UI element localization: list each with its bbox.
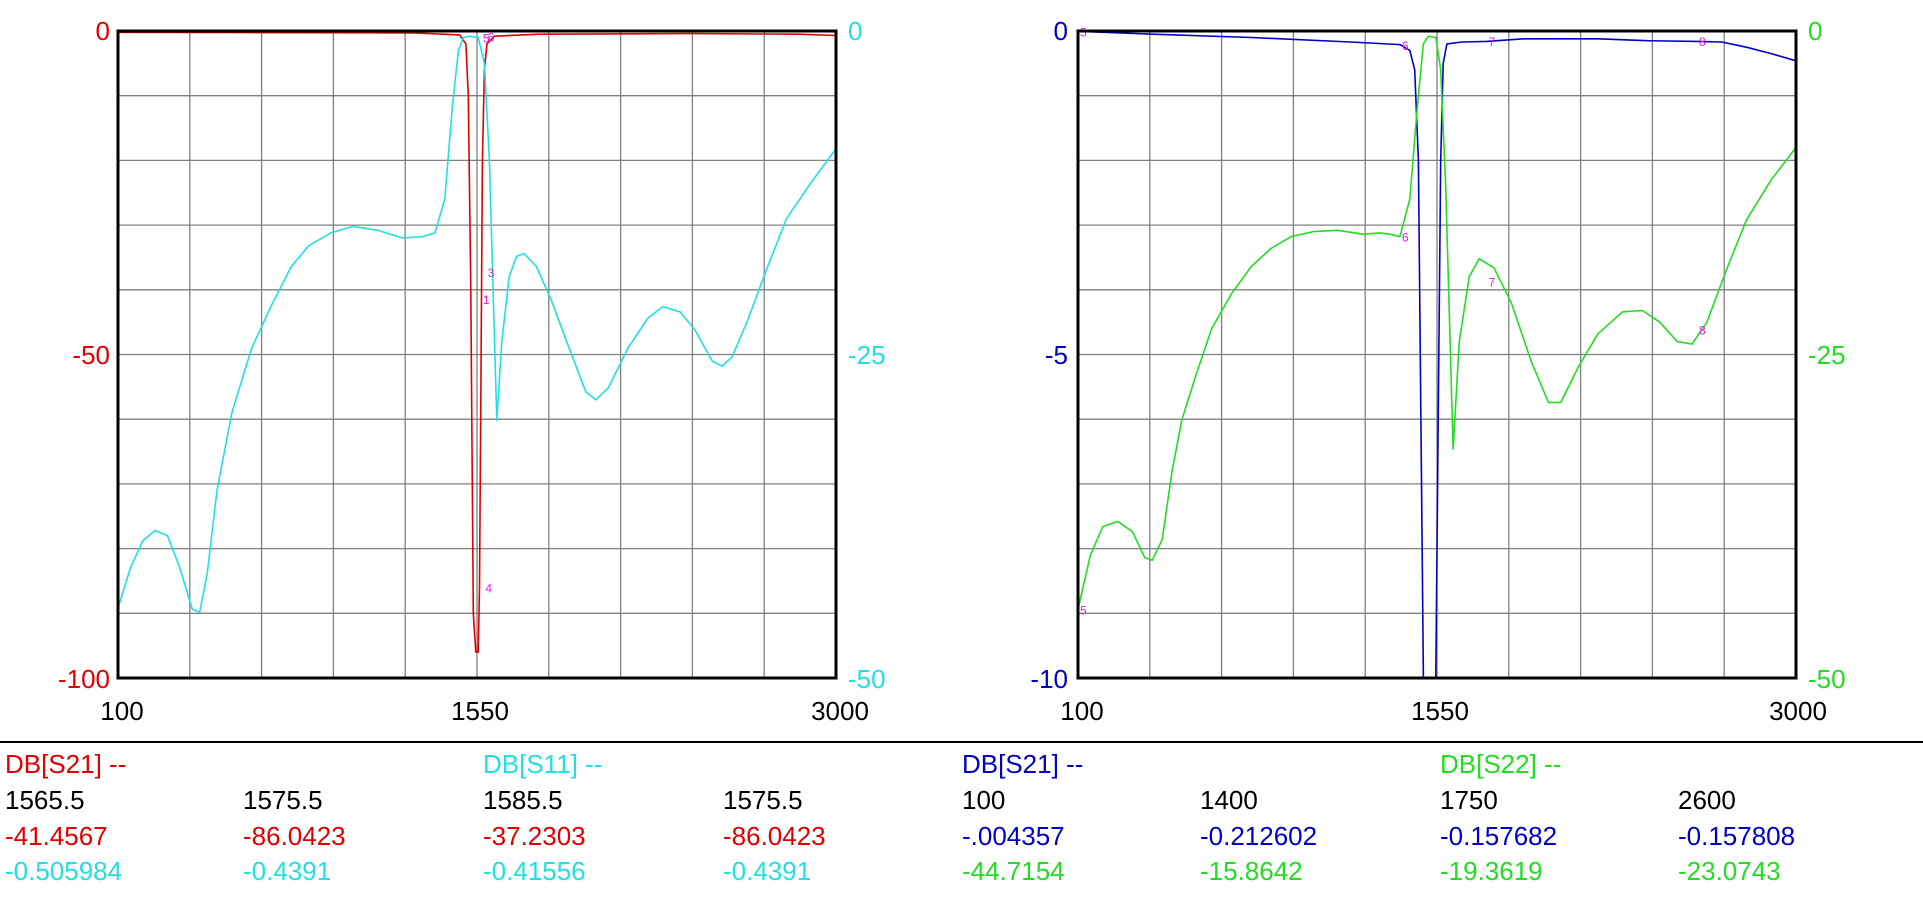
legend-freq: 1585.5	[483, 785, 563, 815]
right-plot-x-tick-start: 100	[1060, 696, 1104, 726]
legend-trace-title-s11: DB[S11] --	[483, 749, 603, 779]
marker-label: 6	[1402, 39, 1409, 53]
legend-value-s22: -23.0743	[1678, 856, 1781, 886]
trace-dbs22	[1078, 35, 1796, 610]
right-plot-y-right-tick-top: 0	[1808, 16, 1823, 46]
legend-trace-title-s22: DB[S22] --	[1440, 749, 1562, 779]
left-plot-y-left-tick-mid: -50	[72, 340, 110, 370]
legend-freq: 1750	[1440, 785, 1498, 815]
right-plot-y-left-tick-bottom: -10	[1030, 664, 1068, 694]
legend-value-s11: -0.41556	[483, 856, 586, 886]
marker-label: 5	[1080, 604, 1087, 618]
marker-label: 4	[485, 582, 492, 596]
marker-label: 7	[1489, 35, 1496, 49]
marker-label: 6	[488, 30, 495, 44]
legend-value-s11: -0.505984	[5, 856, 123, 886]
marker-label: 5	[483, 32, 490, 46]
legend-value-s22: -15.8642	[1200, 856, 1303, 886]
left-plot-y-right-tick-top: 0	[848, 16, 863, 46]
marker-label: 7	[1489, 276, 1496, 290]
legend-value-s21: -0.157682	[1440, 821, 1558, 851]
right-plot-y-left-tick-mid: -5	[1044, 340, 1068, 370]
legend-divider	[0, 741, 1923, 743]
left-plot-y-right-tick-mid: -25	[848, 340, 886, 370]
right-plot-x-tick-mid: 1550	[1411, 696, 1469, 726]
legend-value-s21: -41.4567	[5, 821, 108, 851]
legend-value-s21: -86.0423	[723, 821, 826, 851]
right-plot-y-left-tick-top: 0	[1053, 16, 1068, 46]
legend-trace-title-s21: DB[S21] --	[5, 749, 127, 779]
legend-freq: 1400	[1200, 785, 1258, 815]
legend-freq: 1575.5	[723, 785, 803, 815]
legend-trace-title-s21: DB[S21] --	[962, 749, 1084, 779]
legend-value-s22: -19.3619	[1440, 856, 1543, 886]
marker-label: 6	[1402, 230, 1409, 244]
legend-value-s21: -0.212602	[1200, 821, 1318, 851]
plot-frame	[116, 29, 838, 680]
trace-dbs11	[118, 35, 836, 613]
left-plot-y-left-tick-top: 0	[95, 16, 110, 46]
legend-freq: 2600	[1678, 785, 1736, 815]
legend-value-s21: -0.157808	[1678, 821, 1796, 851]
left-plot-y-left-tick-bottom: -100	[57, 664, 110, 694]
trace-dbs21	[1078, 31, 1796, 678]
marker-label: 1	[483, 293, 490, 307]
right-plot-y-right-tick-bottom: -50	[1808, 664, 1846, 694]
marker-label: 3	[488, 266, 495, 280]
marker-label: 8	[1699, 35, 1706, 49]
right-plot-y-right-tick-mid: -25	[1808, 340, 1846, 370]
right-plot-x-tick-end: 3000	[1769, 696, 1827, 726]
legend-value-s21: -37.2303	[483, 821, 586, 851]
legend-freq: 100	[962, 785, 1006, 815]
left-plot-x-tick-mid: 1550	[451, 696, 509, 726]
legend-freq: 1575.5	[243, 785, 323, 815]
left-plot-x-tick-start: 100	[100, 696, 144, 726]
legend-freq: 1565.5	[5, 785, 85, 815]
legend-value-s11: -0.4391	[243, 856, 332, 886]
marker-label: 8	[1699, 324, 1706, 338]
legend-value-s21: -86.0423	[243, 821, 346, 851]
left-plot-area: 1 3 4 56	[116, 29, 838, 680]
left-plot-x-tick-end: 3000	[811, 696, 869, 726]
plot-frame	[1076, 29, 1798, 680]
trace-dbs21	[118, 31, 836, 653]
legend-value-s21: -.004357	[962, 821, 1065, 851]
legend-value-s11: -0.4391	[723, 856, 812, 886]
legend-value-s22: -44.7154	[962, 856, 1065, 886]
left-plot-y-right-tick-bottom: -50	[848, 664, 886, 694]
